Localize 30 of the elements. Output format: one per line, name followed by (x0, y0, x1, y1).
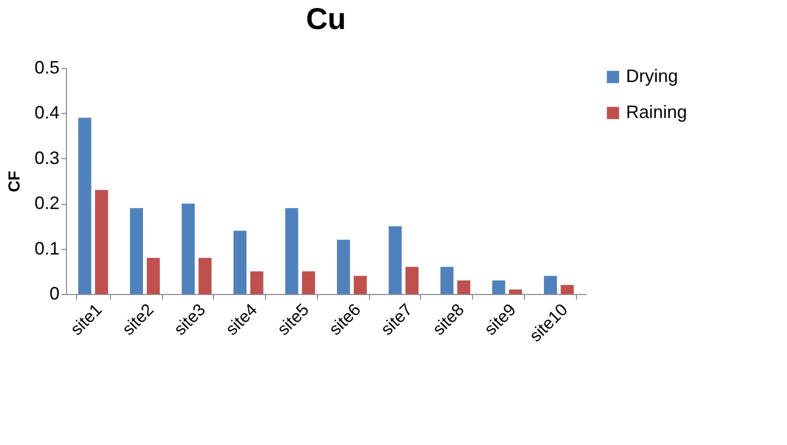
y-tick-label: 0 (49, 284, 60, 304)
y-tick-label: 0.1 (34, 238, 60, 258)
legend-label: Drying (626, 66, 678, 86)
bar (560, 284, 574, 294)
bar (406, 266, 419, 294)
bar (250, 271, 264, 294)
bar (233, 230, 246, 294)
bar (285, 208, 298, 294)
bar (509, 289, 522, 294)
bar (198, 258, 212, 294)
y-tick-label: 0.5 (34, 58, 60, 78)
bar (78, 118, 92, 294)
bar (457, 280, 470, 294)
bar (336, 240, 350, 294)
bar (492, 280, 506, 294)
y-tick-label: 0.2 (34, 193, 60, 214)
y-axis-title: CF (6, 170, 24, 192)
chart-title: Cu (306, 3, 346, 36)
bar (130, 208, 143, 294)
bar (354, 276, 367, 294)
bar (146, 258, 160, 294)
legend-label: Raining (626, 102, 688, 122)
y-tick-label: 0.3 (34, 148, 60, 168)
bar (544, 276, 557, 294)
bar (182, 204, 195, 294)
bar (302, 271, 316, 294)
bar (95, 190, 108, 294)
bar (440, 266, 454, 294)
y-tick-label: 0.4 (34, 102, 60, 123)
bar (388, 226, 402, 294)
